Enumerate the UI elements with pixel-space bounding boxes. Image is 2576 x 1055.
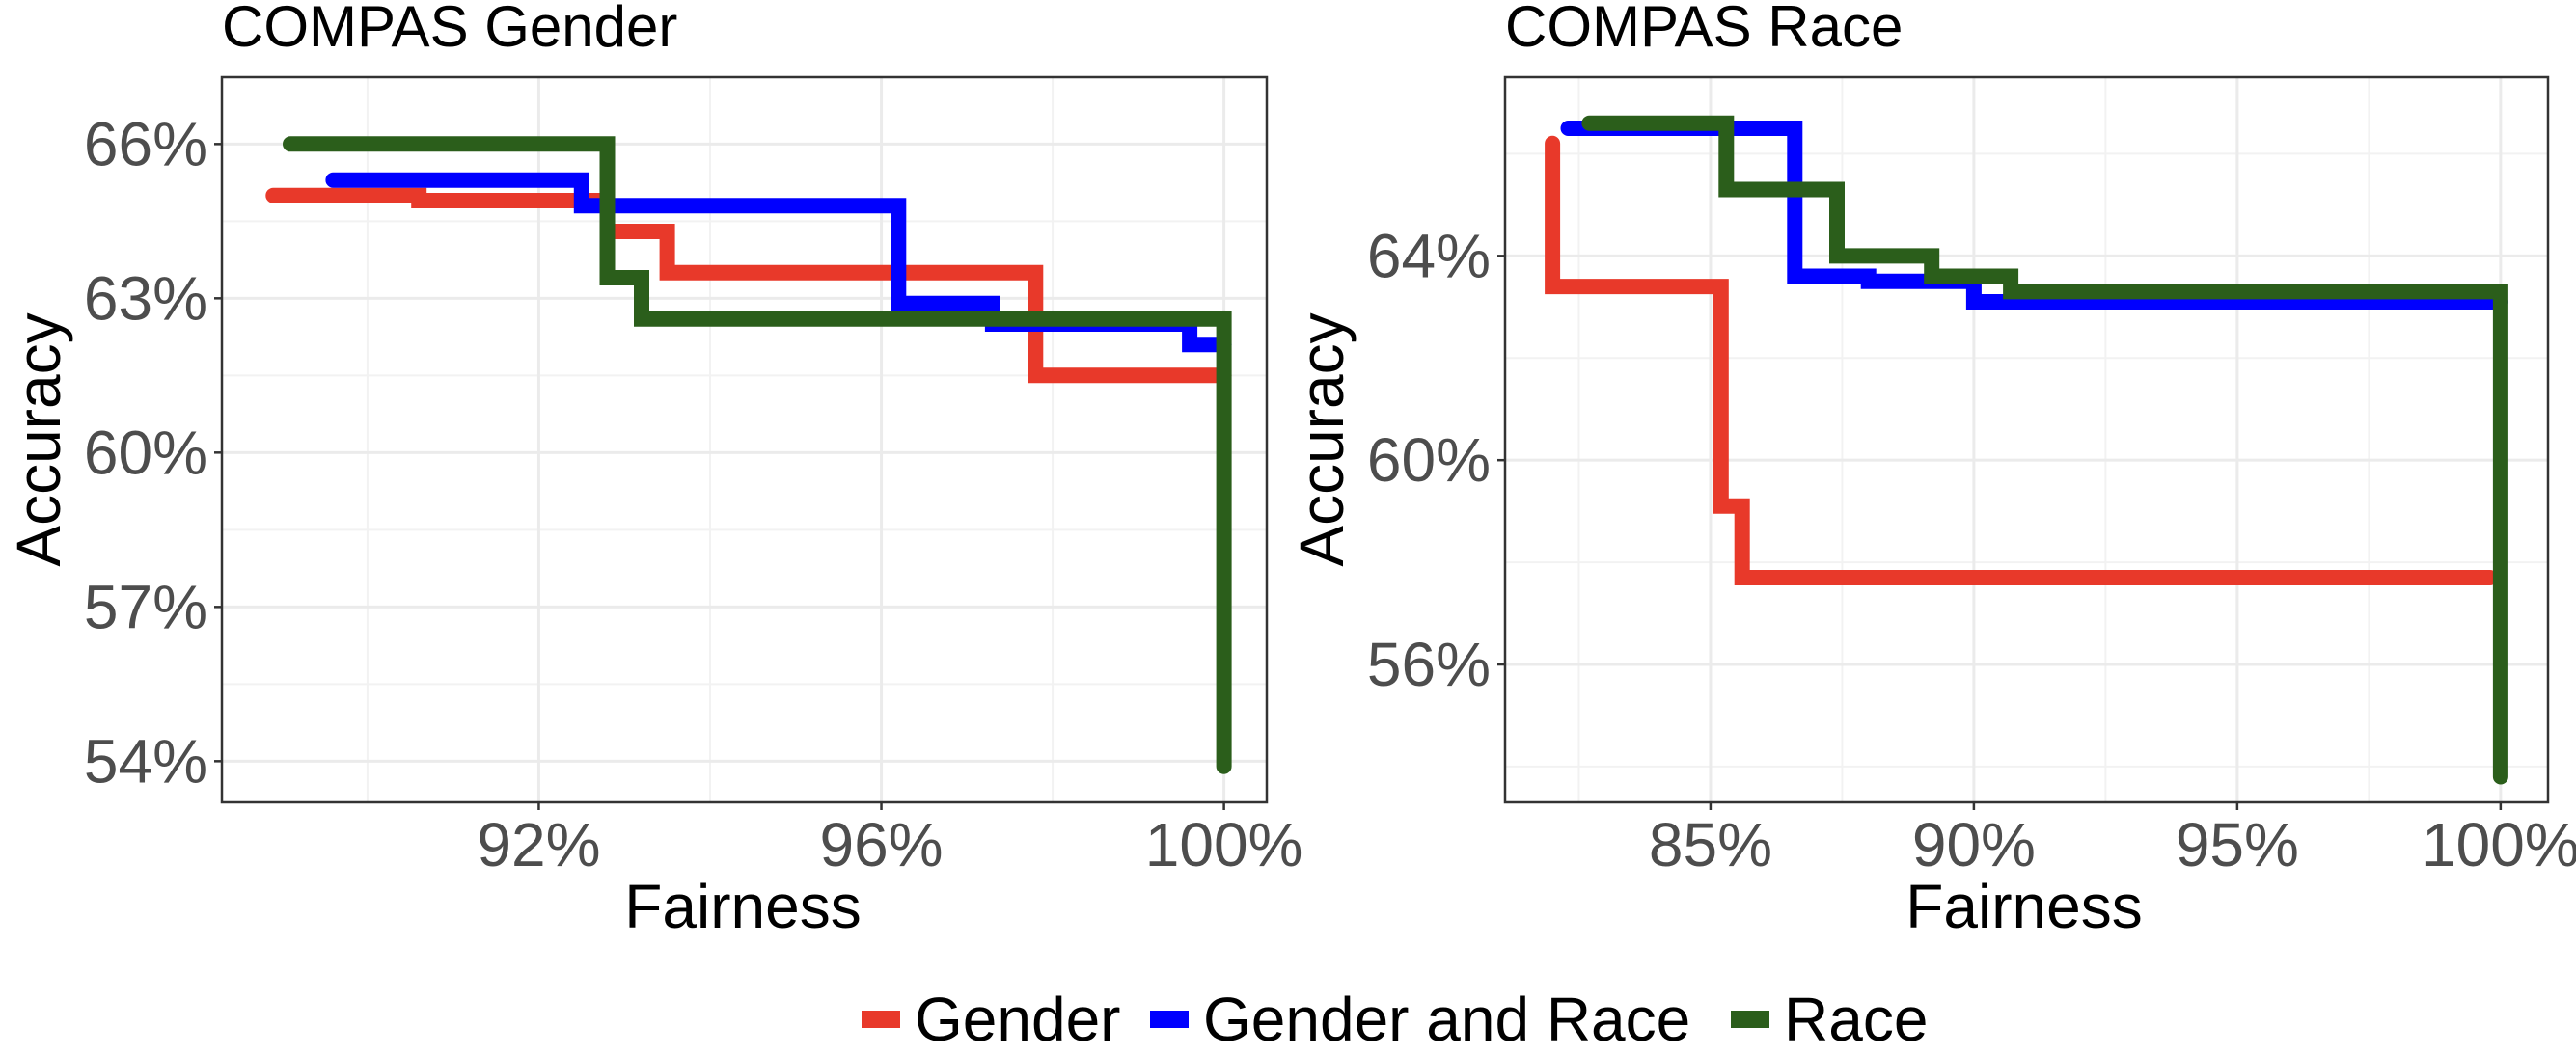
x-tick-label: 100% (1145, 810, 1303, 879)
legend-label: Race (1784, 985, 1928, 1054)
legend: Gender Gender and Race Race (862, 985, 1928, 1054)
y-tick-label: 63% (84, 263, 207, 333)
panel-border (1503, 75, 2550, 804)
series-line-race (283, 136, 1232, 774)
series-line-gender (265, 187, 1232, 384)
x-tick-label: 100% (2422, 810, 2576, 879)
series-line-gender (1545, 135, 2498, 585)
x-tick-label: 95% (2176, 810, 2299, 879)
x-tick-label: 90% (1912, 810, 2036, 879)
panel-border (220, 75, 1269, 804)
chart-panel-compas-gender: 92% 96% 100% 54% 57% 60% 63% 66% COMPAS Gender Fa… (4, 0, 1302, 941)
y-tick-label: 60% (84, 418, 207, 487)
x-tick-label: 85% (1649, 810, 1772, 879)
legend-label: Gender and Race (1203, 985, 1690, 1054)
series-line-gender-and-race (1560, 121, 2508, 310)
y-tick-label: 57% (84, 572, 207, 641)
chart-title: COMPAS Gender (222, 0, 677, 59)
y-tick-label: 54% (84, 726, 207, 796)
series-line-race (1581, 115, 2508, 785)
y-axis-title: Accuracy (1287, 312, 1357, 566)
legend-label: Gender (915, 985, 1120, 1054)
x-tick-label: 96% (819, 810, 943, 879)
x-axis-title: Fairness (1905, 872, 2142, 941)
y-axis-title: Accuracy (4, 312, 73, 566)
x-axis-title: Fairness (624, 872, 861, 941)
y-tick-label: 56% (1367, 630, 1491, 699)
y-tick-label: 64% (1367, 221, 1491, 290)
chart-title: COMPAS Race (1505, 0, 1903, 59)
y-tick-label: 60% (1367, 425, 1491, 495)
chart-panel-compas-race: 85% 90% 95% 100% 56% 60% 64% COMPAS Race Fairnes… (1287, 0, 2576, 941)
x-tick-label: 92% (477, 810, 600, 879)
series-line-gender-and-race (325, 172, 1232, 353)
y-tick-label: 66% (84, 109, 207, 178)
